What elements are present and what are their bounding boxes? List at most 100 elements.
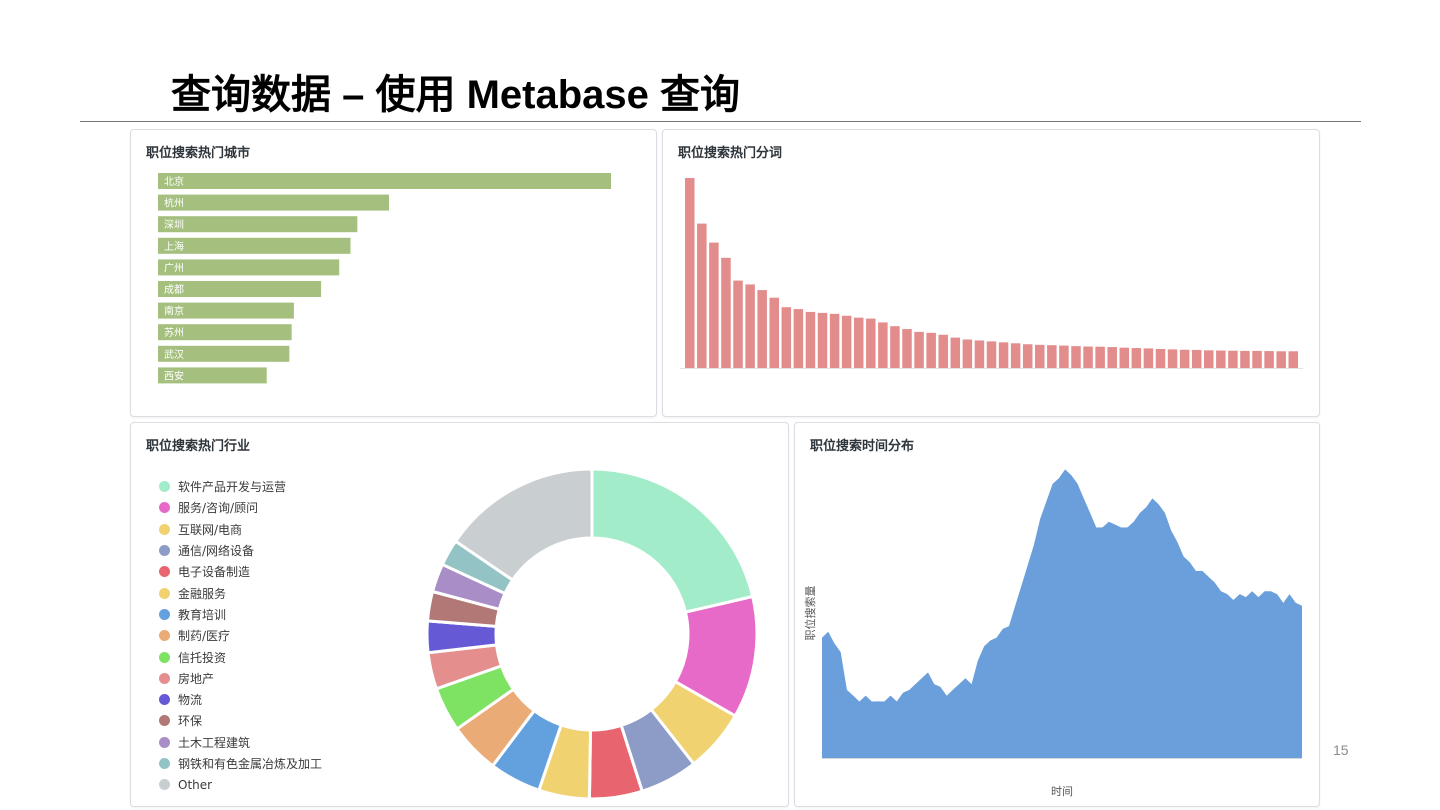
donut-slice — [425, 619, 499, 655]
legend-swatch — [159, 758, 170, 769]
word-bar — [1071, 346, 1081, 368]
legend-label: 金融服务 — [178, 586, 227, 601]
donut-slice — [440, 539, 515, 596]
word-bar — [829, 313, 840, 368]
word-bar — [769, 297, 779, 368]
donut-slice — [453, 467, 594, 583]
legend-item[interactable]: 环保 — [159, 710, 322, 731]
legend-item[interactable]: 服务/咨询/顾问 — [159, 497, 322, 518]
word-bar — [986, 341, 997, 368]
city-bar-label: 广州 — [164, 262, 184, 274]
legend-item[interactable]: 钢铁和有色金属冶炼及加工 — [159, 753, 322, 774]
legend-label: 房地产 — [178, 671, 215, 686]
legend-swatch — [159, 587, 170, 599]
word-bar — [709, 242, 719, 368]
time-y-axis-label: 职位搜索量 — [803, 586, 817, 641]
word-bar — [1143, 348, 1154, 368]
legend-swatch — [159, 694, 170, 706]
word-bar — [1276, 351, 1286, 368]
word-bar — [866, 318, 876, 368]
word-bar — [962, 339, 973, 368]
donut-slice — [430, 562, 507, 612]
legend-label: 互联网/电商 — [178, 522, 243, 537]
legend-item[interactable]: 教育培训 — [159, 604, 322, 625]
legend-item[interactable]: 金融服务 — [159, 582, 322, 603]
word-bar — [745, 284, 755, 368]
card-hot-industries: 职位搜索热门行业 软件产品开发与运营 服务/咨询/顾问 互联网/电商 通信/网络设备电… — [130, 422, 789, 807]
word-bar — [1059, 345, 1069, 368]
city-bar — [158, 237, 351, 254]
legend-item[interactable]: 电子设备制造 — [159, 561, 322, 582]
city-bar — [158, 216, 358, 233]
donut-slice — [490, 708, 564, 793]
legend-item[interactable]: 信托投资 — [159, 646, 322, 667]
card-hot-cities: 职位搜索热门城市 北京 杭州 深圳 上海 广州 成都 南京 苏州 武汉 西安 — [130, 129, 657, 417]
legend-label: 环保 — [178, 714, 203, 729]
word-bar — [878, 322, 888, 368]
city-bar-label: 南京 — [164, 305, 184, 318]
word-bar — [1155, 349, 1166, 368]
time-x-axis-label: 时间 — [1051, 785, 1073, 798]
word-bar — [998, 342, 1009, 368]
legend-item[interactable]: 互联网/电商 — [159, 519, 322, 540]
word-bar — [1191, 349, 1202, 368]
legend-label: 制药/医疗 — [178, 629, 231, 644]
legend-item[interactable]: 通信/网络设备 — [159, 540, 322, 561]
city-bar — [158, 259, 340, 276]
card-title-cities: 职位搜索热门城市 — [146, 146, 251, 161]
legend-label: 软件产品开发与运营 — [178, 480, 287, 495]
donut-slice — [425, 589, 502, 628]
card-title-words: 职位搜索热门分词 — [678, 146, 783, 161]
word-bar — [781, 307, 792, 368]
word-bar — [902, 329, 912, 368]
word-bar — [1252, 350, 1262, 368]
city-bar-label: 苏州 — [164, 326, 184, 339]
donut-slice — [649, 679, 738, 766]
city-bar — [158, 324, 292, 341]
word-bar — [1131, 348, 1142, 368]
word-bar — [757, 290, 767, 368]
legend-item[interactable]: 房地产 — [159, 668, 322, 689]
donut-slice — [426, 643, 504, 691]
word-bar — [974, 340, 985, 368]
legend-swatch — [159, 779, 170, 791]
legend-item[interactable]: 软件产品开发与运营 — [159, 476, 322, 497]
legend-item[interactable]: 物流 — [159, 689, 322, 710]
legend-label: 通信/网络设备 — [178, 544, 255, 559]
legend-label: 服务/咨询/顾问 — [178, 501, 259, 516]
word-bar — [926, 332, 936, 368]
word-bar — [793, 309, 804, 368]
legend-label: 教育培训 — [178, 607, 227, 622]
word-bar — [1083, 346, 1093, 368]
legend-item[interactable]: Other — [159, 774, 322, 795]
word-bar — [890, 326, 900, 368]
donut-slice — [454, 687, 537, 768]
legend-label: Other — [178, 777, 213, 792]
word-bar — [1179, 349, 1190, 368]
city-bar-label: 武汉 — [164, 348, 184, 361]
city-bar-label: 成都 — [164, 284, 184, 296]
donut-slice — [537, 722, 593, 801]
word-bar — [914, 331, 924, 368]
legend-swatch — [159, 523, 170, 535]
word-bar — [853, 317, 864, 368]
word-bar — [1204, 350, 1214, 368]
word-bar — [721, 257, 731, 368]
city-bar — [158, 345, 290, 362]
word-bar — [1228, 350, 1238, 368]
legend-swatch — [159, 736, 170, 748]
legend-swatch — [159, 672, 170, 684]
legend-swatch — [159, 715, 170, 727]
word-bar — [805, 311, 816, 368]
donut-slice — [590, 467, 755, 614]
donut-slice — [619, 707, 696, 794]
word-bar — [950, 337, 961, 368]
legend-item[interactable]: 制药/医疗 — [159, 625, 322, 646]
legend-item[interactable]: 土木工程建筑 — [159, 732, 322, 753]
time-area — [822, 469, 1302, 758]
word-bar — [1167, 349, 1178, 368]
page-number: 15 — [1333, 742, 1349, 758]
city-bar — [158, 367, 267, 384]
